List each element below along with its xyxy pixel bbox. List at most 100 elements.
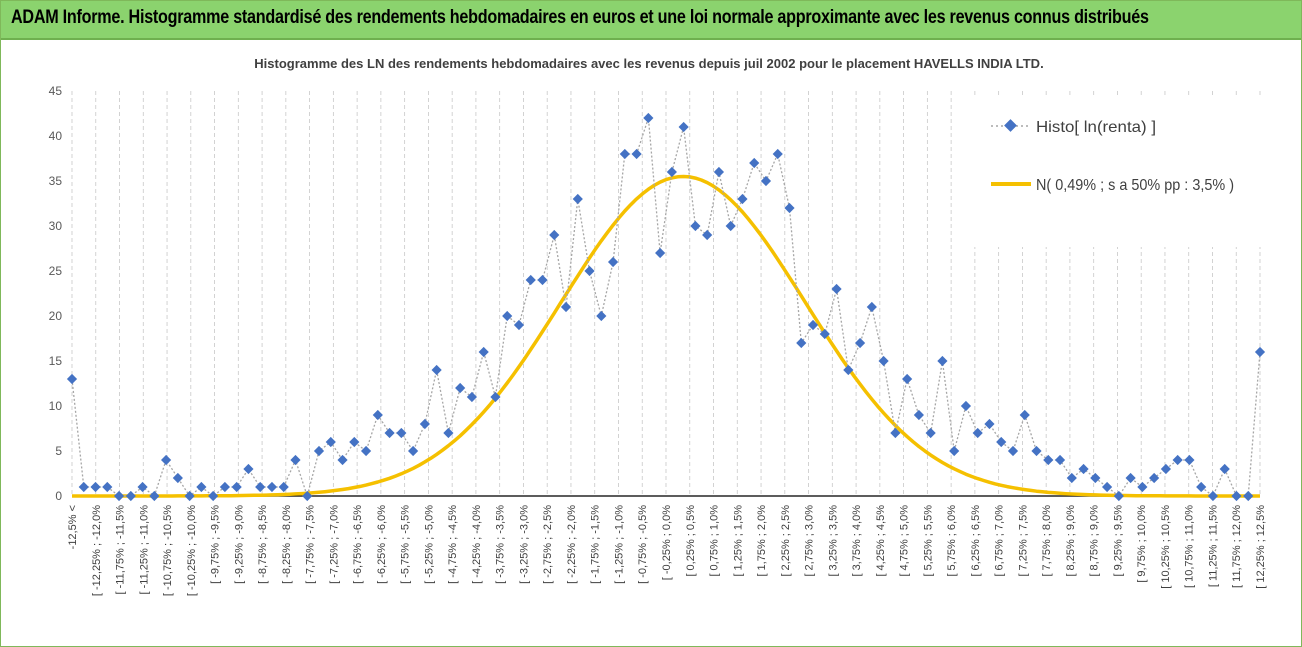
x-tick-label: [ 5,75% ; 6,0% — [946, 505, 958, 577]
histo-point — [172, 472, 183, 484]
x-tick-label: [ 2,25% ; 2,5% — [780, 505, 792, 577]
histo-point — [1160, 463, 1171, 475]
x-axis: -12,5% < [ -12,25% ; -12,0% [ -11,75% ; -1… — [67, 495, 1267, 596]
x-tick-label: [ 8,75% ; 9,0% — [1089, 505, 1101, 577]
x-tick-label: [ 1,25% ; 1,5% — [732, 505, 744, 577]
histo-point — [913, 409, 924, 421]
histo-point — [478, 346, 489, 358]
normal-curve-layer — [72, 174, 1260, 498]
x-tick-label: [ 3,25% ; 3,5% — [827, 505, 839, 577]
histo-point — [1149, 472, 1160, 484]
histo-point — [349, 436, 360, 448]
x-tick-label: [ 11,25% ; 11,5% — [1207, 505, 1219, 587]
histo-point — [984, 418, 995, 430]
x-tick-label: [ -7,25% ; -7,0% — [328, 505, 340, 584]
x-tick-label: [ -3,75% ; -3,5% — [495, 505, 507, 584]
histo-point — [843, 364, 854, 376]
x-tick-label: [ -2,75% ; -2,5% — [542, 505, 554, 584]
histo-point — [196, 481, 207, 493]
x-tick-label: [ 0,25% ; 0,5% — [685, 505, 697, 577]
histo-point — [890, 427, 901, 439]
x-tick-label: [ 6,75% ; 7,0% — [994, 505, 1006, 577]
x-tick-label: [ -4,75% ; -4,5% — [447, 505, 459, 584]
histo-point — [749, 157, 760, 169]
x-tick-label: [ -1,75% ; -1,5% — [590, 505, 602, 584]
histo-point — [125, 490, 136, 502]
histo-point — [737, 193, 748, 205]
y-axis: 0 5 10 15 20 25 30 35 40 45 — [49, 84, 63, 503]
x-tick-label: [ 0,75% ; 1,0% — [709, 505, 721, 577]
x-tick-label: [ 7,75% ; 8,0% — [1041, 505, 1053, 577]
x-tick-label: [ -3,25% ; -3,0% — [518, 505, 530, 584]
legend: Histo[ ln(renta) ] N( 0,49% ; s a 50% pp… — [966, 97, 1296, 247]
histo-point — [231, 481, 242, 493]
histo-point — [1019, 409, 1030, 421]
x-tick-label: [ 9,75% ; 10,0% — [1136, 505, 1148, 583]
y-tick-label: 20 — [49, 309, 63, 323]
histo-point — [219, 481, 231, 493]
histo-point — [290, 454, 301, 466]
x-tick-label: [ 4,25% ; 4,5% — [875, 505, 887, 577]
histo-point — [1172, 454, 1183, 466]
histo-point — [631, 148, 642, 160]
y-tick-label: 0 — [55, 489, 62, 503]
x-tick-label: [ -10,25% ; -10,0% — [186, 505, 198, 596]
histo-point — [184, 490, 195, 502]
x-tick-label: [ 11,75% ; 12,0% — [1231, 505, 1243, 588]
x-tick-label: [ -9,75% ; -9,5% — [210, 505, 222, 584]
legend-normal-label: N( 0,49% ; s a 50% pp : 3,5% ) — [1036, 177, 1234, 194]
histo-point — [866, 301, 877, 313]
x-tick-label: [ 5,25% ; 5,5% — [922, 505, 934, 577]
y-tick-label: 45 — [49, 84, 63, 98]
histo-point — [655, 247, 666, 259]
histo-point — [490, 391, 501, 403]
histo-point — [513, 319, 525, 331]
x-tick-label: [ 10,25% ; 10,5% — [1160, 505, 1172, 589]
x-tick-label: [ -0,25% ; 0,0% — [661, 505, 673, 580]
y-tick-label: 30 — [49, 219, 63, 233]
legend-histo-label: Histo[ ln(renta) ] — [1036, 119, 1156, 136]
x-tick-label: [ 12,25% ; 12,5% — [1255, 505, 1267, 589]
x-tick-label: [ -11,25% ; -11,0% — [138, 505, 150, 595]
y-tick-label: 5 — [55, 444, 62, 458]
histo-point — [278, 481, 289, 493]
histo-point — [619, 148, 630, 160]
histo-point — [325, 436, 336, 448]
histo-point — [1078, 463, 1089, 475]
y-tick-label: 10 — [49, 399, 63, 413]
histo-point — [937, 355, 948, 367]
y-tick-label: 40 — [49, 129, 63, 143]
x-tick-label: [ 8,25% ; 9,0% — [1065, 505, 1077, 577]
histo-point — [702, 229, 713, 241]
x-tick-label: [ -9,25% ; -9,0% — [233, 505, 245, 584]
histo-point — [1231, 490, 1242, 502]
histo-point — [443, 427, 454, 439]
histo-point — [1184, 454, 1195, 466]
histo-point — [384, 427, 395, 439]
histo-point — [690, 220, 701, 232]
histo-point — [78, 481, 89, 493]
histo-point — [66, 373, 78, 385]
histo-point — [455, 382, 466, 394]
histo-point — [1031, 445, 1042, 457]
histo-point — [431, 364, 442, 376]
histo-point — [90, 481, 101, 493]
histo-point — [302, 490, 313, 502]
x-tick-label: -12,5% < — [67, 505, 79, 549]
histo-point — [1125, 472, 1136, 484]
histo-point — [878, 355, 889, 367]
x-tick-label: [ -11,75% ; -11,5% — [115, 505, 127, 595]
histo-point — [1066, 472, 1077, 484]
x-tick-label: [ 10,75% ; 11,0% — [1184, 505, 1196, 588]
x-tick-label: [ -8,75% ; -8,5% — [257, 505, 269, 584]
histo-point — [266, 481, 278, 493]
histo-point — [525, 274, 536, 286]
histo-point — [713, 166, 725, 178]
x-tick-label: [ -0,75% ; -0,5% — [637, 505, 649, 584]
x-tick-label: [ -10,75% ; -10,5% — [162, 505, 174, 596]
histo-point — [337, 454, 348, 466]
x-tick-label: [ -4,25% ; -4,0% — [471, 505, 483, 584]
histo-point — [725, 220, 736, 232]
x-tick-label: [ -5,25% ; -5,0% — [423, 505, 435, 584]
